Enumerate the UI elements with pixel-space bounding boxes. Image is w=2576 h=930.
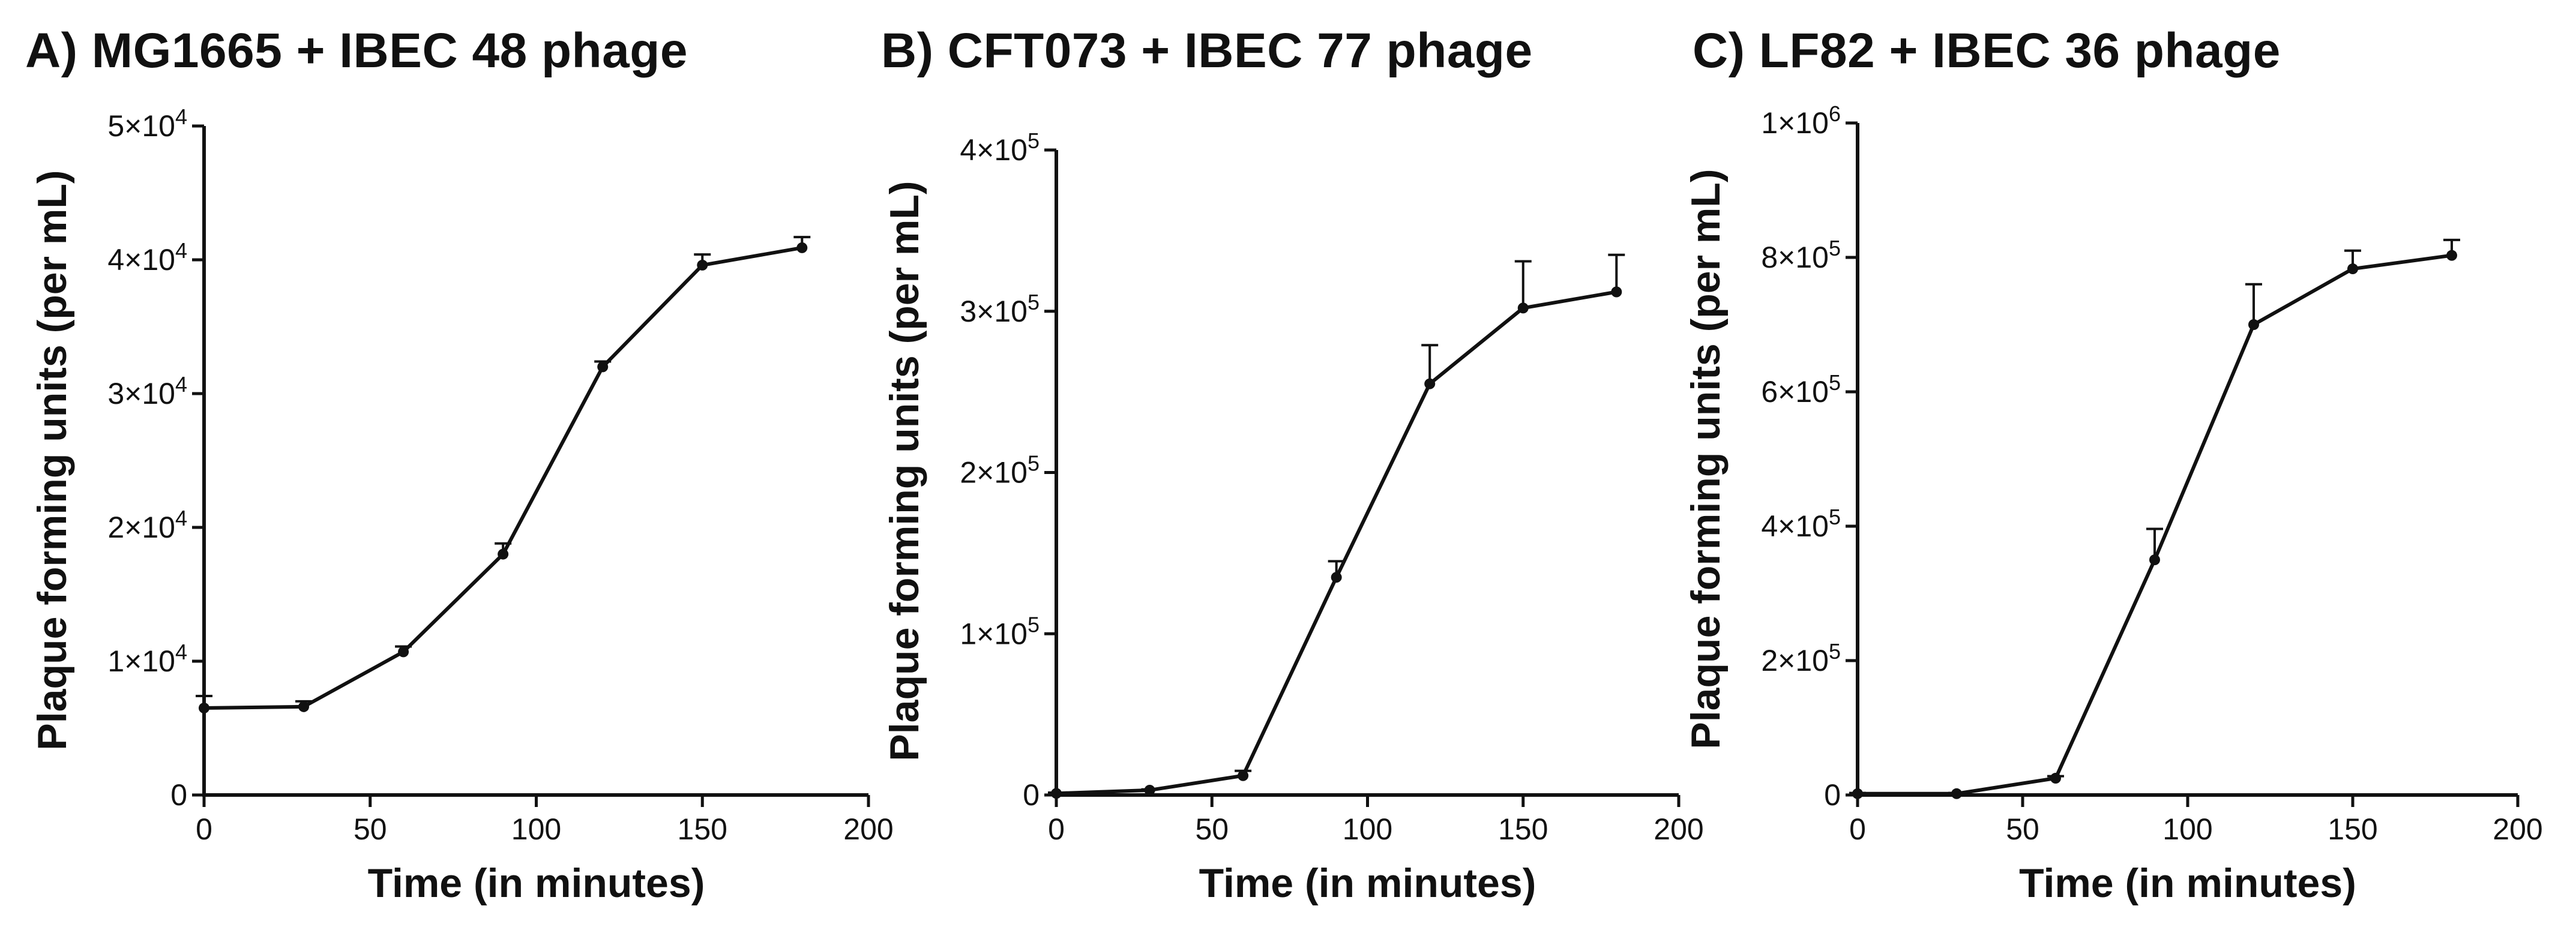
data-point (1238, 770, 1249, 781)
y-tick-label: 1×104 (107, 640, 187, 678)
x-tick-label: 100 (511, 812, 561, 846)
y-tick-label: 0 (1824, 778, 1841, 812)
data-point (1852, 788, 1863, 799)
series-line (203, 245, 802, 710)
data-point (2248, 319, 2259, 330)
x-axis-title: Time (in minutes) (2019, 860, 2356, 906)
chart-panel-c: C) LF82 + IBEC 36 phage 0 50 100 150 200 0 2×1… (1683, 0, 2576, 930)
y-tick-label: 0 (1023, 778, 1040, 812)
series-line (1056, 290, 1617, 796)
series-line (1858, 253, 2452, 796)
data-point (398, 646, 409, 658)
data-point (1424, 378, 1436, 389)
data-point (2149, 554, 2160, 565)
data-point (298, 701, 310, 712)
y-axis-title: Plaque forming units (per mL) (1683, 169, 1729, 749)
data-point (1517, 302, 1529, 314)
x-tick-label: 100 (2162, 812, 2212, 846)
x-tick-label: 100 (1343, 812, 1392, 846)
y-axis-title: Plaque forming units (per mL) (882, 181, 927, 761)
y-tick-label: 1×106 (1761, 101, 1841, 140)
chart-plot-a: 0 50 100 150 200 0 1×104 2×104 3×104 4×104 5×104 Ti… (29, 104, 894, 906)
data-point (1331, 572, 1342, 583)
x-tick-label: 200 (2493, 812, 2542, 846)
y-tick-label: 6×105 (1761, 370, 1841, 409)
y-tick-label: 5×104 (107, 104, 187, 143)
y-tick-label: 2×105 (1761, 639, 1841, 677)
data-point (498, 548, 509, 560)
y-tick-label: 4×105 (1761, 505, 1841, 543)
x-axis-title: Time (in minutes) (1199, 860, 1536, 906)
data-point (1611, 286, 1622, 298)
x-tick-label: 0 (1048, 812, 1065, 846)
data-point (2446, 250, 2457, 261)
data-point (796, 242, 808, 253)
data-point (2050, 773, 2061, 784)
x-tick-label: 150 (1498, 812, 1548, 846)
y-tick-label: 4×104 (107, 238, 187, 277)
x-tick-label: 150 (678, 812, 727, 846)
error-bar (1514, 260, 1532, 308)
y-tick-label: 1×105 (960, 612, 1040, 650)
chart-title: C) LF82 + IBEC 36 phage (1693, 23, 2281, 78)
chart-plot-c: 0 50 100 150 200 0 2×105 4×105 6×105 8×105 1×106 Ti… (1683, 101, 2543, 906)
error-bar (1608, 253, 1625, 292)
chart-title: B) CFT073 + IBEC 77 phage (881, 23, 1533, 78)
x-tick-label: 200 (843, 812, 893, 846)
x-tick-label: 50 (354, 812, 387, 846)
y-tick-label: 0 (170, 778, 187, 812)
x-tick-label: 50 (2006, 812, 2039, 846)
data-point (1051, 788, 1062, 799)
y-tick-label: 3×104 (107, 372, 187, 410)
y-tick-label: 2×105 (960, 451, 1040, 490)
chart-panel-a: A) MG1665 + IBEC 48 phage 0 50 100 150 200 0 1… (0, 0, 894, 930)
error-bar (1421, 344, 1439, 384)
y-tick-label: 4×105 (960, 128, 1040, 167)
x-tick-label: 0 (1849, 812, 1866, 846)
x-tick-label: 50 (1195, 812, 1229, 846)
data-point (697, 259, 708, 271)
data-point (199, 703, 209, 714)
data-point (1951, 788, 1962, 799)
x-tick-label: 200 (1654, 812, 1703, 846)
data-point (1144, 784, 1155, 796)
x-tick-label: 150 (2328, 812, 2377, 846)
chart-title: A) MG1665 + IBEC 48 phage (25, 23, 688, 78)
data-point (597, 361, 609, 373)
y-tick-label: 8×105 (1761, 236, 1841, 274)
data-point (2347, 263, 2358, 275)
x-axis-title: Time (in minutes) (368, 860, 705, 906)
chart-plot-b: 0 50 100 150 200 0 1×105 2×105 3×105 4×105 Time (i… (882, 128, 1704, 906)
y-axis-title: Plaque forming units (per mL) (29, 170, 75, 750)
x-tick-label: 0 (196, 812, 212, 846)
y-tick-label: 2×104 (107, 506, 187, 544)
error-bar (2245, 283, 2262, 325)
chart-panel-b: B) CFT073 + IBEC 77 phage 0 50 100 150 200 0 1… (852, 0, 1705, 930)
y-tick-label: 3×105 (960, 290, 1040, 328)
